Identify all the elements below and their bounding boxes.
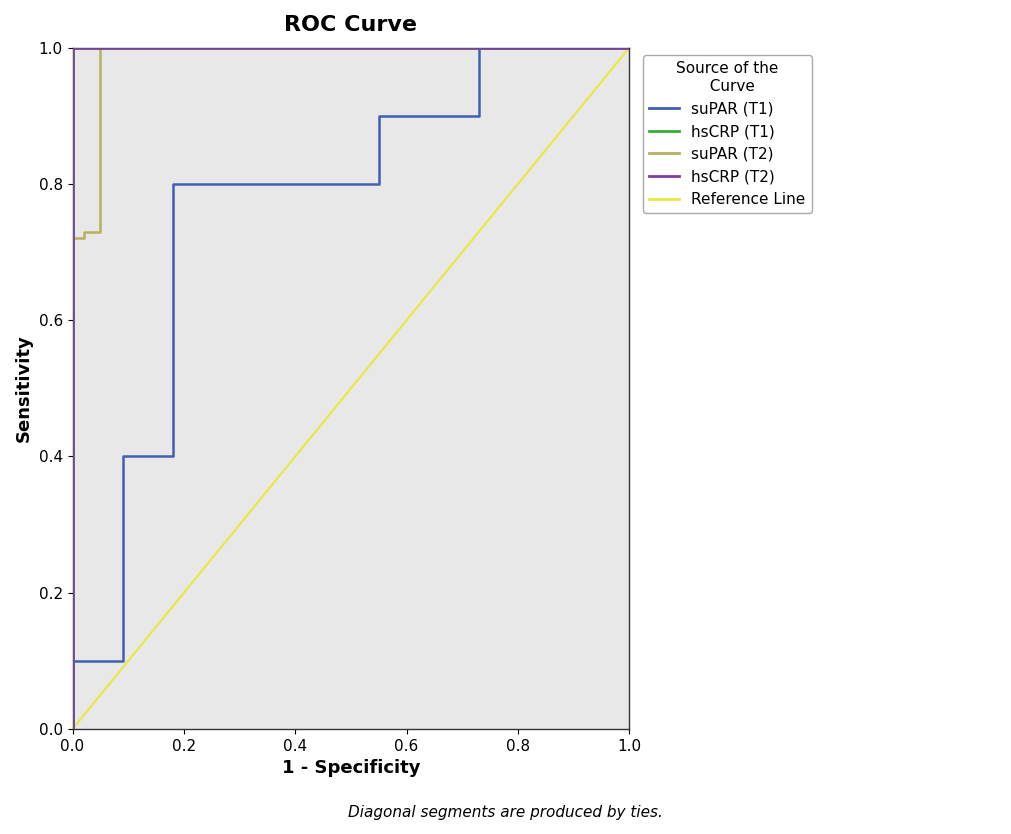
hsCRP (T2): [623, 43, 635, 53]
Line: hsCRP (T2): hsCRP (T2): [73, 48, 629, 729]
suPAR (T1): [116, 451, 128, 461]
suPAR (T1): [167, 451, 179, 461]
suPAR (T2): [67, 724, 79, 734]
hsCRP (T1): [67, 43, 79, 53]
suPAR (T2): [623, 43, 635, 53]
hsCRP (T1): [67, 724, 79, 734]
hsCRP (T2): [67, 98, 79, 108]
suPAR (T1): [473, 43, 485, 53]
suPAR (T1): [167, 179, 179, 189]
hsCRP (T1): [623, 43, 635, 53]
hsCRP (T1): [67, 43, 79, 53]
Line: hsCRP (T1): hsCRP (T1): [73, 48, 629, 729]
hsCRP (T2): [67, 724, 79, 734]
suPAR (T2): [94, 43, 106, 53]
suPAR (T2): [94, 227, 106, 237]
Y-axis label: Sensitivity: Sensitivity: [15, 334, 33, 442]
suPAR (T2): [78, 234, 90, 244]
suPAR (T1): [473, 111, 485, 121]
suPAR (T1): [67, 724, 79, 734]
suPAR (T1): [116, 656, 128, 666]
suPAR (T1): [373, 179, 385, 189]
suPAR (T1): [623, 43, 635, 53]
suPAR (T1): [373, 111, 385, 121]
Line: suPAR (T1): suPAR (T1): [73, 48, 629, 729]
suPAR (T2): [67, 234, 79, 244]
hsCRP (T1): [82, 43, 94, 53]
Text: Diagonal segments are produced by ties.: Diagonal segments are produced by ties.: [348, 806, 663, 821]
X-axis label: 1 - Specificity: 1 - Specificity: [282, 759, 421, 777]
Title: ROC Curve: ROC Curve: [284, 15, 418, 35]
Line: suPAR (T2): suPAR (T2): [73, 48, 629, 729]
suPAR (T2): [78, 227, 90, 237]
hsCRP (T2): [67, 43, 79, 53]
suPAR (T1): [67, 656, 79, 666]
Legend: suPAR (T1), hsCRP (T1), suPAR (T2), hsCRP (T2), Reference Line: suPAR (T1), hsCRP (T1), suPAR (T2), hsCR…: [643, 55, 812, 214]
